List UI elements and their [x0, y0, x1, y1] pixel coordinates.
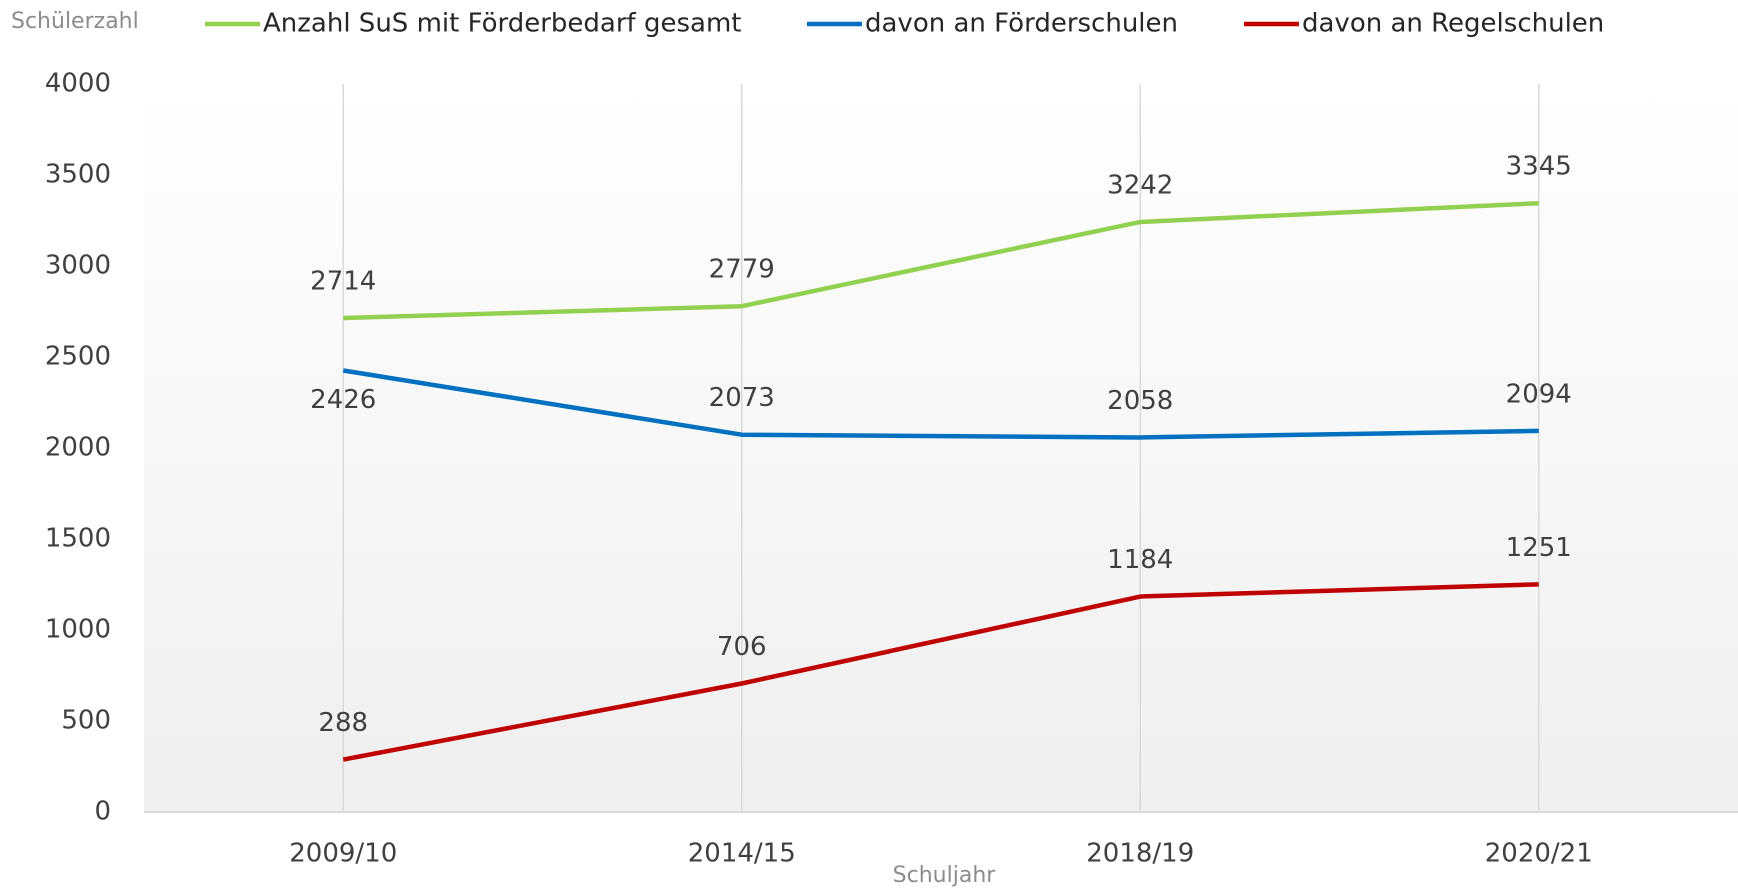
data-label: 706	[717, 632, 767, 662]
plot-area	[144, 84, 1738, 812]
y-tick-label: 3500	[45, 160, 111, 190]
x-axis-title: Schuljahr	[893, 863, 997, 888]
line	[343, 200, 1539, 321]
data-label: 1184	[1107, 545, 1173, 575]
data-label: 2426	[310, 385, 376, 415]
y-tick-label: 1500	[45, 524, 111, 554]
y-tick-label: 0	[94, 797, 111, 827]
x-tick-label: 2014/15	[688, 839, 796, 869]
data-label: 2058	[1107, 386, 1173, 416]
data-label: 3345	[1506, 152, 1572, 182]
data-label: 1251	[1506, 533, 1572, 563]
y-tick-label: 2500	[45, 342, 111, 372]
legend-label: Anzahl SuS mit Förderbedarf gesamt	[263, 9, 741, 39]
y-tick-label: 2000	[45, 433, 111, 463]
y-tick-label: 500	[61, 706, 111, 736]
x-tick-label: 2018/19	[1086, 839, 1194, 869]
legend-label: davon an Förderschulen	[865, 9, 1178, 39]
y-axis-title: Schülerzahl	[11, 9, 139, 34]
data-label: 3242	[1107, 170, 1173, 200]
x-tick-label: 2009/10	[289, 839, 397, 869]
y-tick-label: 1000	[45, 615, 111, 645]
data-label: 2779	[709, 255, 775, 285]
y-tick-label: 4000	[45, 69, 111, 99]
data-label: 288	[318, 708, 368, 738]
data-label: 2714	[310, 267, 376, 297]
line	[342, 582, 1539, 762]
line	[342, 368, 1539, 440]
legend-label: davon an Regelschulen	[1302, 9, 1604, 39]
y-tick-label: 3000	[45, 251, 111, 281]
data-label: 2073	[709, 383, 775, 413]
data-label: 2094	[1506, 379, 1572, 409]
x-tick-label: 2020/21	[1485, 839, 1593, 869]
